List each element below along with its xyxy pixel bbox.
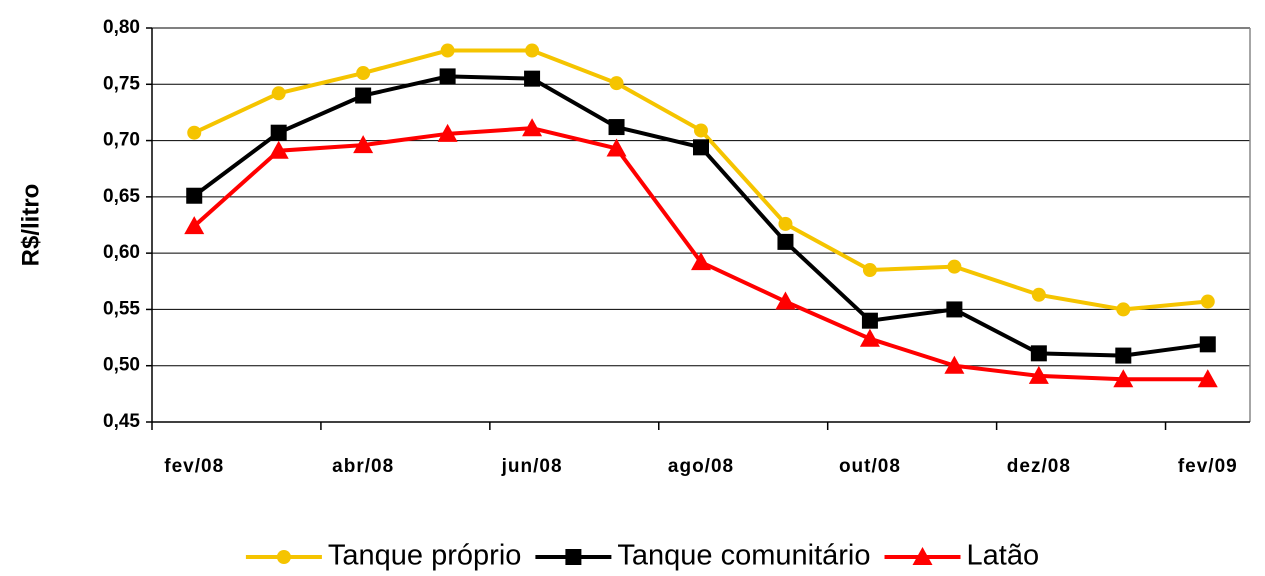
x-tick-label: ago/08 [668,456,734,477]
point [186,187,203,204]
point [1115,347,1132,364]
x-tick-label: jun/08 [501,456,563,477]
y-tick-label: 0,70 [103,130,140,151]
legend-label: Latão [967,540,1040,572]
point [691,252,711,271]
point [522,118,543,137]
x-tick-label: abr/08 [332,456,394,477]
legend-marker [276,550,291,564]
point [606,138,627,157]
point [775,291,796,310]
point [608,119,625,136]
legend-marker [912,547,933,565]
legend-label: Tanque comunitário [617,540,870,572]
series-line [193,48,1208,312]
point [693,139,709,156]
y-tick-label: 0,50 [103,355,140,376]
y-tick-label: 0,75 [103,73,140,94]
point [353,135,374,154]
point [859,328,880,347]
y-axis-label: R$/litro [17,184,44,267]
point [1116,302,1131,317]
x-tick-label: fev/09 [1178,456,1238,477]
x-tick-label: fev/08 [164,456,224,477]
x-tick-label: dez/08 [1007,456,1071,477]
point [946,301,963,318]
point [861,312,878,329]
series-line [193,74,1209,358]
point [1028,365,1049,384]
legend-marker [565,549,582,565]
point [1031,287,1046,302]
point [1197,369,1218,388]
point [1199,336,1216,353]
point [609,76,624,91]
x-tick-label: out/08 [839,456,901,477]
point [184,216,205,235]
y-tick-label: 0,55 [103,298,140,319]
point [525,43,540,58]
point [187,125,202,140]
y-tick-label: 0,45 [103,411,140,432]
point [524,70,541,87]
point [355,87,372,104]
point [271,86,286,101]
point [777,233,794,250]
y-tick-label: 0,80 [103,17,140,38]
point [437,123,458,142]
point [1113,369,1134,388]
point [356,66,371,81]
point [778,216,793,231]
legend: Tanque próprio Tanque comunitário Latão [245,540,1040,572]
point [1030,345,1047,362]
point [268,140,289,159]
point [439,68,456,85]
point [944,355,965,374]
point [694,123,708,138]
y-tick-label: 0,65 [103,186,140,207]
point [270,124,287,141]
legend-label: Tanque próprio [328,540,521,572]
point [440,43,455,58]
point [947,259,962,274]
point [862,263,877,278]
point [1200,294,1215,309]
y-tick-label: 0,60 [103,242,140,263]
